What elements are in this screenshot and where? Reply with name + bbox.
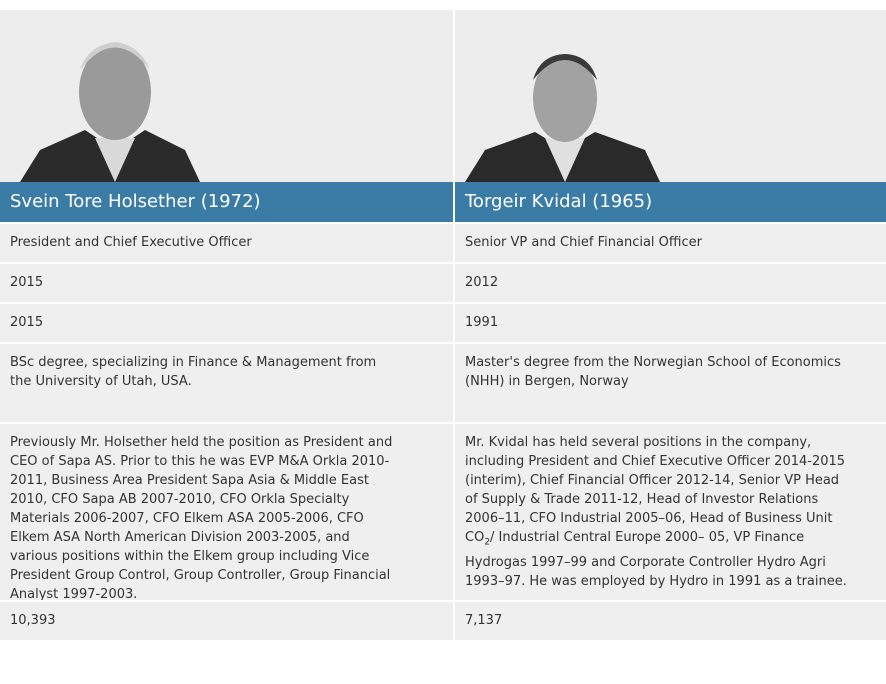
- position: President and Chief Executive Officer: [10, 235, 252, 250]
- since-cell: 2015: [0, 262, 453, 302]
- bio: Mr. Kvidal has held several positions in…: [465, 433, 850, 591]
- person-name: Torgeir Kvidal (1965): [455, 182, 886, 222]
- subscript: 2: [484, 537, 491, 548]
- since: 2012: [465, 275, 499, 290]
- since: 2015: [10, 275, 44, 290]
- education: BSc degree, specializing in Finance & Ma…: [10, 355, 377, 389]
- education-cell: Master's degree from the Norwegian Schoo…: [455, 342, 886, 422]
- shares: 7,137: [465, 613, 503, 628]
- education: Master's degree from the Norwegian Schoo…: [465, 355, 841, 389]
- employed-cell: 1991: [455, 302, 886, 342]
- position: Senior VP and Chief Financial Officer: [465, 235, 702, 250]
- shares-cell: 7,137: [455, 600, 886, 640]
- position-cell: Senior VP and Chief Financial Officer: [455, 222, 886, 262]
- bio-text: / Industrial Central Europe 2000– 05, VP…: [465, 530, 847, 589]
- bio: Previously Mr. Holsether held the positi…: [10, 433, 395, 604]
- bio-cell: Previously Mr. Holsether held the positi…: [0, 422, 453, 602]
- since-cell: 2012: [455, 262, 886, 302]
- person-name: Svein Tore Holsether (1972): [0, 182, 453, 222]
- education-cell: BSc degree, specializing in Finance & Ma…: [0, 342, 453, 422]
- portrait: [0, 10, 453, 182]
- management-table: Svein Tore Holsether (1972) Torgeir Kvid…: [0, 10, 886, 640]
- employed: 2015: [10, 315, 44, 330]
- bio-text: Previously Mr. Holsether held the positi…: [10, 435, 393, 602]
- portrait-image: [0, 10, 453, 182]
- bio-cell: Mr. Kvidal has held several positions in…: [455, 422, 886, 600]
- shares-cell: 10,393: [0, 600, 453, 640]
- portrait: [455, 10, 886, 182]
- bio-text: Mr. Kvidal has held several positions in…: [465, 435, 846, 545]
- employed-cell: 2015: [0, 302, 453, 342]
- portrait-image: [455, 10, 886, 182]
- shares: 10,393: [10, 613, 56, 628]
- employed: 1991: [465, 315, 499, 330]
- position-cell: President and Chief Executive Officer: [0, 222, 453, 262]
